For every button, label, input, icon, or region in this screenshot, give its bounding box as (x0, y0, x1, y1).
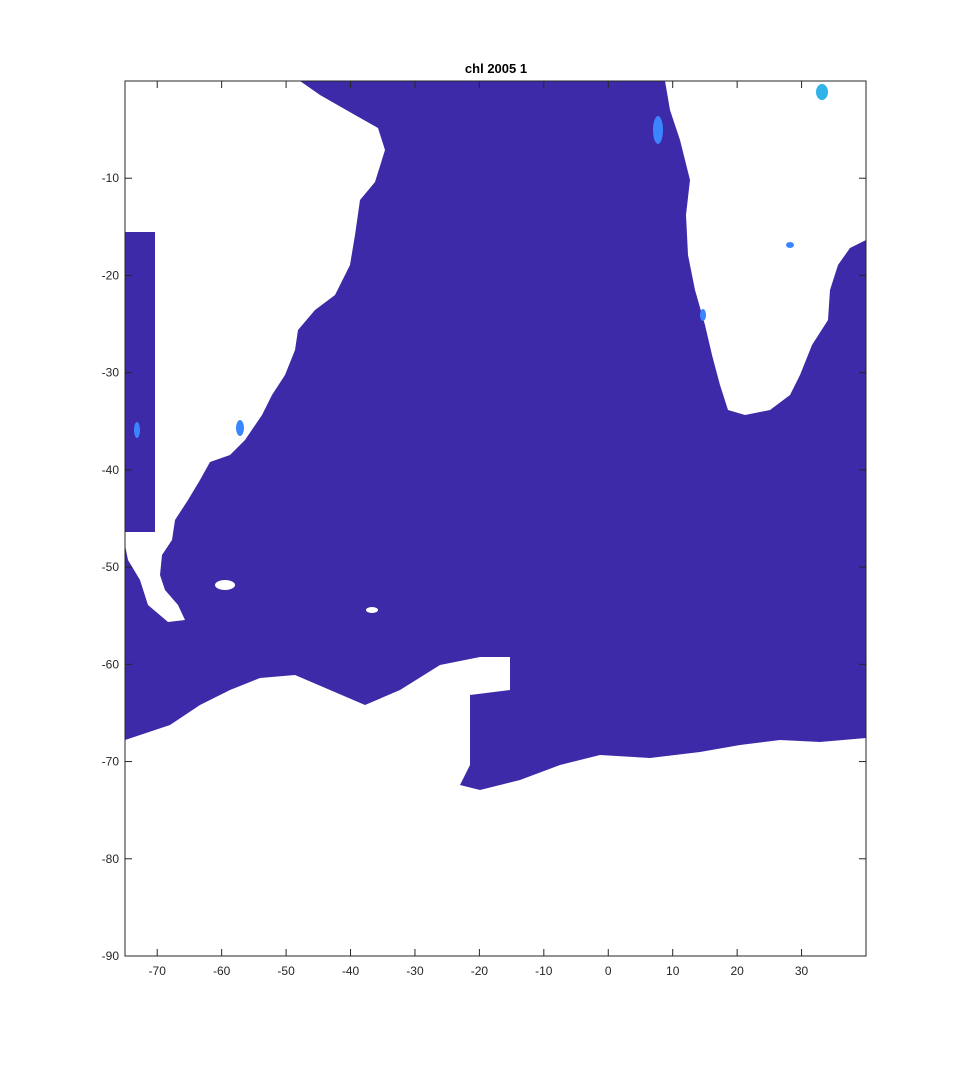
bloom-chile (134, 422, 140, 438)
y-tick-label: -20 (102, 268, 120, 282)
bloom-patagonia (236, 420, 244, 436)
chart-title: chl 2005 1 (465, 61, 527, 76)
x-tick-label: 0 (605, 964, 612, 978)
land-south-america (125, 81, 385, 622)
x-tick-label: 10 (666, 964, 680, 978)
bloom-madagascar (786, 242, 794, 248)
x-tick-label: -20 (471, 964, 489, 978)
y-tick-label: -30 (102, 366, 120, 380)
y-tick-label: -80 (102, 852, 120, 866)
y-tick-label: -70 (102, 755, 120, 769)
bloom-east-africa (816, 84, 828, 100)
y-tick-label: -10 (102, 171, 120, 185)
bloom-benguela (653, 116, 663, 144)
land-antarctica (125, 657, 866, 956)
land-africa (665, 81, 866, 415)
x-tick-label: 30 (795, 964, 809, 978)
island-south-georgia (366, 607, 378, 613)
y-tick-label: -50 (102, 560, 120, 574)
x-axis: -70 -60 -50 -40 -30 -20 -10 0 10 20 30 (149, 81, 809, 978)
x-tick-label: -40 (342, 964, 360, 978)
axes-frame (124, 80, 867, 957)
x-tick-label: -10 (535, 964, 553, 978)
ocean-west-coast-strip (125, 232, 155, 532)
x-tick-label: -70 (149, 964, 167, 978)
x-tick-label: -30 (406, 964, 424, 978)
x-tick-label: -60 (213, 964, 231, 978)
y-tick-label: -90 (102, 949, 120, 963)
island-falklands (215, 580, 235, 590)
x-tick-label: -50 (277, 964, 295, 978)
y-tick-label: -60 (102, 657, 120, 671)
x-tick-label: 20 (730, 964, 744, 978)
y-axis: -10 -20 -30 -40 -50 -60 -70 -80 -90 (102, 171, 866, 963)
y-tick-label: -40 (102, 463, 120, 477)
map-plot-area (125, 81, 866, 956)
bloom-namibia (700, 309, 706, 321)
